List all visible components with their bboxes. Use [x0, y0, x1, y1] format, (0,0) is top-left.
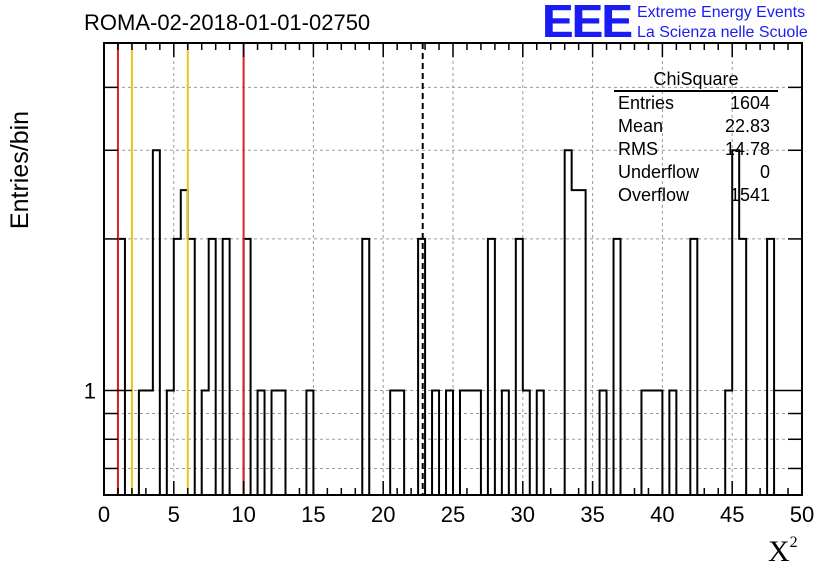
histogram-bin [767, 239, 774, 495]
stats-label: Entries [618, 93, 675, 113]
histogram-bin [690, 239, 697, 495]
x-tick-label: 15 [301, 502, 325, 527]
x-axis-label-superscript: 2 [789, 534, 798, 551]
stats-box: ChiSquare Entries 1604 Mean 22.83 RMS 14… [612, 68, 778, 207]
histogram-bin [306, 390, 313, 495]
x-tick-label: 40 [650, 502, 674, 527]
histogram-bin [390, 390, 397, 495]
stats-label: Underflow [618, 162, 700, 182]
histogram-bin [272, 390, 279, 495]
x-tick-label: 25 [441, 502, 465, 527]
histogram-bin [139, 390, 146, 495]
eee-logo-mark: EEE [542, 0, 632, 47]
histogram-bin [565, 150, 572, 495]
histogram-bin [223, 239, 230, 495]
histogram-bin [209, 239, 216, 495]
y-axis-label: Entries/bin [6, 110, 34, 230]
stats-row-underflow: Underflow 0 [612, 161, 778, 184]
histogram-bin [432, 390, 439, 495]
histogram-bin [446, 390, 453, 495]
histogram-bin [258, 390, 265, 495]
histogram-bin [244, 239, 251, 495]
histogram-bin [467, 390, 474, 495]
stats-label: RMS [618, 139, 658, 159]
x-tick-label: 30 [511, 502, 535, 527]
stats-row-overflow: Overflow 1541 [612, 184, 778, 207]
histogram-bin [523, 390, 530, 495]
histogram-bin [279, 390, 286, 495]
histogram-bin [572, 190, 579, 495]
eee-logo: EEE Extreme Energy Events La Scienza nel… [542, 0, 832, 46]
histogram-outline [104, 149, 802, 496]
histogram-bin [648, 390, 655, 495]
x-axis-label-base: X [768, 535, 790, 568]
x-tick-label: 45 [720, 502, 744, 527]
logo-line-1: Extreme Energy Events [637, 4, 806, 21]
stats-title: ChiSquare [614, 68, 778, 92]
histogram-bin [181, 190, 188, 495]
histogram-bin [516, 239, 523, 495]
histogram-bin [537, 390, 544, 495]
histogram-bin [600, 390, 607, 495]
histogram-bin [641, 390, 648, 495]
stats-value: 1541 [729, 185, 770, 205]
x-tick-label: 10 [231, 502, 255, 527]
logo-line-2: La Scienza nelle Scuole [637, 24, 808, 41]
y-tick-label: 1 [84, 378, 96, 403]
stats-value: 0 [759, 162, 770, 182]
chart-title: ROMA-02-2018-01-01-02750 [84, 10, 371, 35]
histogram-bin [397, 390, 404, 495]
stats-row-mean: Mean 22.83 [612, 115, 778, 138]
histogram-bin [146, 390, 153, 495]
x-tick-label: 50 [790, 502, 814, 527]
stats-value: 14.78 [724, 139, 770, 159]
x-tick-label: 20 [371, 502, 395, 527]
histogram-bin [655, 390, 662, 495]
histogram-bin [167, 390, 174, 495]
stats-label: Mean [618, 116, 664, 136]
histogram-bin [460, 390, 467, 495]
histogram-bin [725, 390, 732, 495]
x-tick-label: 5 [168, 502, 180, 527]
stats-row-entries: Entries 1604 [612, 92, 778, 115]
histogram-bin [614, 239, 621, 495]
histogram-bin [502, 390, 509, 495]
histogram-bin [153, 150, 160, 495]
stats-value: 22.83 [724, 116, 770, 136]
histogram-bin [739, 239, 746, 495]
x-axis-label: X2 [768, 534, 798, 569]
x-tick-label: 35 [580, 502, 604, 527]
histogram-bin [202, 390, 209, 495]
histogram-bin [118, 239, 125, 495]
stats-label: Overflow [618, 185, 690, 205]
histogram-bin [362, 239, 369, 495]
histogram-bin [669, 390, 676, 495]
histogram-bin [188, 239, 195, 495]
histogram-bin [474, 390, 481, 495]
x-tick-label: 0 [98, 502, 110, 527]
histogram-bin [579, 190, 586, 495]
histogram-bin [488, 239, 495, 495]
histogram-bin [174, 239, 181, 495]
stats-row-rms: RMS 14.78 [612, 138, 778, 161]
histogram-bin [418, 239, 425, 495]
stats-value: 1604 [729, 93, 770, 113]
